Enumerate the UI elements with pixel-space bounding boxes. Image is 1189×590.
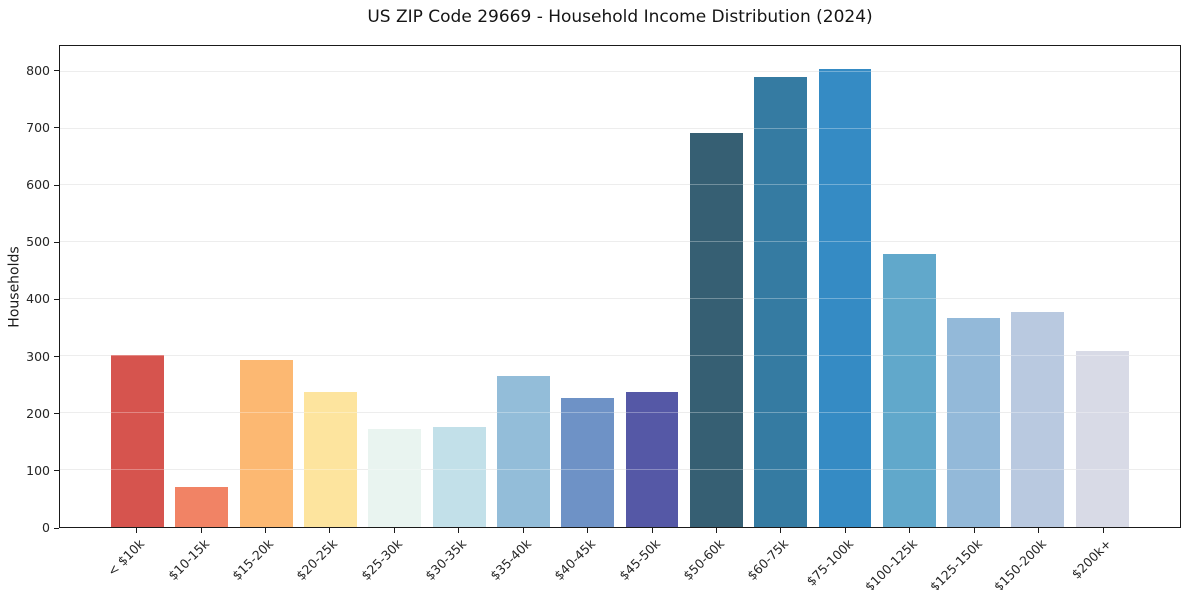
x-tick-label: $20-25k <box>293 536 341 584</box>
x-axis-tick <box>1038 528 1040 533</box>
bar-$10-15k <box>175 487 229 527</box>
bar-$20-25k <box>304 392 357 527</box>
y-tick-label: 300 <box>26 348 50 364</box>
x-tick-label: $125-150k <box>926 536 985 590</box>
gridline-overlay <box>60 241 1180 243</box>
x-axis-tick <box>651 528 653 533</box>
x-tick-label: $50-60k <box>680 536 728 584</box>
x-axis-tick <box>716 528 718 533</box>
x-tick-label: $60-75k <box>744 536 792 584</box>
y-axis-tick <box>54 470 59 472</box>
chart-title: US ZIP Code 29669 - Household Income Dis… <box>367 7 873 27</box>
y-tick-label: 400 <box>26 291 50 307</box>
gridline-overlay <box>60 298 1180 300</box>
bar-$150-200k <box>1011 312 1065 527</box>
x-axis-tick <box>909 528 911 533</box>
y-axis-tick <box>54 127 59 129</box>
gridline-overlay <box>60 412 1180 414</box>
bar-$200k+ <box>1075 350 1129 527</box>
x-axis-tick <box>844 528 846 533</box>
gridline <box>60 412 1180 414</box>
gridline <box>60 469 1180 471</box>
x-axis-tick <box>780 528 782 533</box>
gridline <box>60 184 1180 186</box>
y-axis-tick <box>54 527 59 529</box>
x-tick-label: $35-40k <box>486 536 534 584</box>
y-tick-label: 500 <box>26 234 50 250</box>
x-tick-label: $45-50k <box>615 536 663 584</box>
gridline-overlay <box>60 469 1180 471</box>
x-axis-tick <box>329 528 331 533</box>
y-tick-label: 200 <box>26 405 50 421</box>
y-axis-tick <box>54 356 59 358</box>
x-tick-label: $200k+ <box>1068 536 1114 582</box>
bar-$15-20k <box>239 360 293 527</box>
x-tick-label: $100-125k <box>862 536 921 590</box>
y-axis-tick <box>54 184 59 186</box>
x-axis-tick <box>587 528 589 533</box>
bar-$75-100k <box>818 68 872 527</box>
x-tick-label: $40-45k <box>551 536 599 584</box>
y-tick-label: 600 <box>26 177 50 193</box>
bar-$60-75k <box>754 76 808 527</box>
gridline <box>60 298 1180 300</box>
x-axis-tick <box>200 528 202 533</box>
bar-< $10k <box>111 355 164 527</box>
gridline-overlay <box>60 70 1180 72</box>
x-tick-label: $75-100k <box>803 536 856 589</box>
y-axis-tick <box>54 413 59 415</box>
bar-$35-40k <box>496 376 550 527</box>
bar-$100-125k <box>882 254 936 527</box>
x-axis-tick <box>973 528 975 533</box>
y-tick-label: 700 <box>26 119 50 135</box>
x-tick-label: $25-30k <box>357 536 406 584</box>
x-axis-tick <box>1102 528 1104 533</box>
gridline-overlay <box>60 184 1180 186</box>
y-axis-label: Households <box>7 245 24 328</box>
x-axis-tick <box>458 528 460 533</box>
gridline-overlay <box>60 355 1180 357</box>
y-axis-tick <box>54 70 59 72</box>
x-tick-label: $15-20k <box>229 536 277 584</box>
gridline <box>60 355 1180 357</box>
y-axis-tick <box>54 298 59 300</box>
bar-$30-35k <box>432 427 486 527</box>
y-tick-label: 0 <box>42 520 50 535</box>
x-tick-label: < $10k <box>104 536 148 579</box>
gridline <box>60 127 1180 129</box>
x-axis-tick <box>136 528 138 533</box>
x-axis-tick <box>393 528 395 533</box>
y-axis-label-wrap: Households <box>4 45 26 528</box>
bar-$45-50k <box>625 391 679 527</box>
x-axis-tick <box>265 528 267 533</box>
plot-area <box>59 45 1181 528</box>
x-tick-label: $30-35k <box>422 536 470 584</box>
x-tick-label: $150-200k <box>990 536 1050 590</box>
x-tick-label: $10-15k <box>164 536 212 584</box>
y-tick-label: 800 <box>26 62 50 78</box>
bar-$125-150k <box>947 318 1001 527</box>
x-axis-tick <box>522 528 524 533</box>
y-tick-label: 100 <box>26 462 50 478</box>
gridline-overlay <box>60 127 1180 129</box>
gridline <box>60 241 1180 243</box>
bar-$25-30k <box>368 429 422 527</box>
y-axis-tick <box>54 241 59 243</box>
bar-$40-45k <box>561 398 615 527</box>
gridline <box>60 70 1180 72</box>
bar-$50-60k <box>689 132 743 527</box>
